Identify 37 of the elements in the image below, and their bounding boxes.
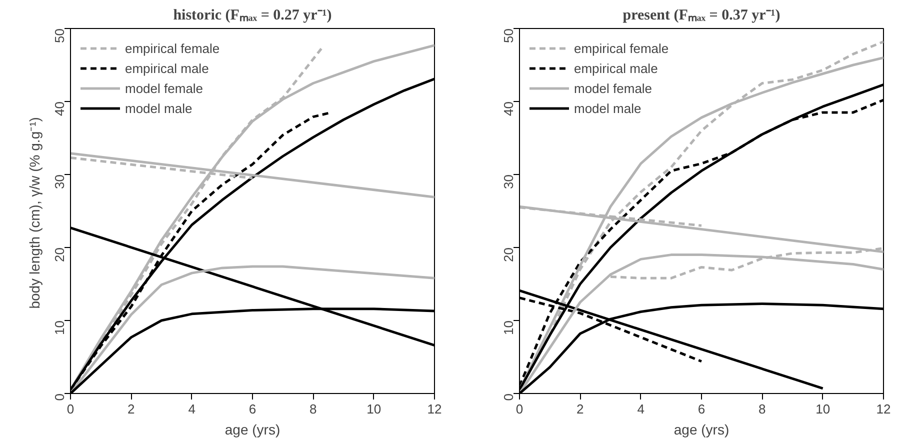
y-tick-label: 30: [52, 174, 67, 189]
y-tick-label: 20: [52, 247, 67, 262]
legend-label: model female: [125, 80, 204, 96]
chart-title: present (Fₘₐₓ = 0.37 yr⁻¹): [622, 8, 780, 24]
x-tick-label: 12: [427, 402, 442, 416]
x-tick-label: 6: [698, 402, 706, 416]
legend-label: empirical female: [125, 40, 220, 56]
legend-label: model male: [574, 100, 642, 116]
x-tick-label: 4: [637, 402, 644, 416]
legend-label: empirical male: [574, 60, 658, 76]
y-tick-label: 40: [501, 101, 516, 116]
y-tick-label: 20: [501, 247, 516, 262]
x-tick-label: 2: [128, 402, 135, 416]
x-tick-label: 8: [758, 402, 766, 416]
y-tick-label: 10: [52, 320, 67, 335]
x-tick-label: 12: [876, 402, 891, 416]
x-tick-label: 4: [188, 402, 196, 416]
x-tick-label: 10: [816, 402, 830, 416]
x-axis-title: age (yrs): [674, 422, 730, 438]
y-tick-label: 0: [52, 393, 67, 401]
x-axis-title: age (yrs): [224, 422, 280, 438]
x-tick-label: 6: [248, 402, 256, 416]
y-tick-label: 40: [52, 101, 67, 116]
y-tick-label: 50: [52, 28, 67, 43]
y-tick-label: 50: [501, 28, 516, 43]
x-tick-label: 8: [310, 402, 317, 416]
y-tick-label: 10: [501, 320, 516, 335]
y-tick-label: 0: [501, 393, 516, 401]
legend-label: empirical male: [125, 60, 209, 76]
legend-label: model female: [574, 80, 652, 96]
x-tick-label: 10: [366, 402, 382, 416]
y-axis-title: body length (cm), γ/w (% g.g⁻¹): [26, 117, 42, 309]
y-tick-label: 30: [501, 174, 516, 189]
legend-label: empirical female: [574, 40, 669, 56]
chart-title: historic (Fₘₐₓ = 0.27 yr⁻¹): [173, 8, 332, 24]
x-tick-label: 2: [576, 402, 584, 416]
legend-label: model male: [125, 100, 192, 116]
